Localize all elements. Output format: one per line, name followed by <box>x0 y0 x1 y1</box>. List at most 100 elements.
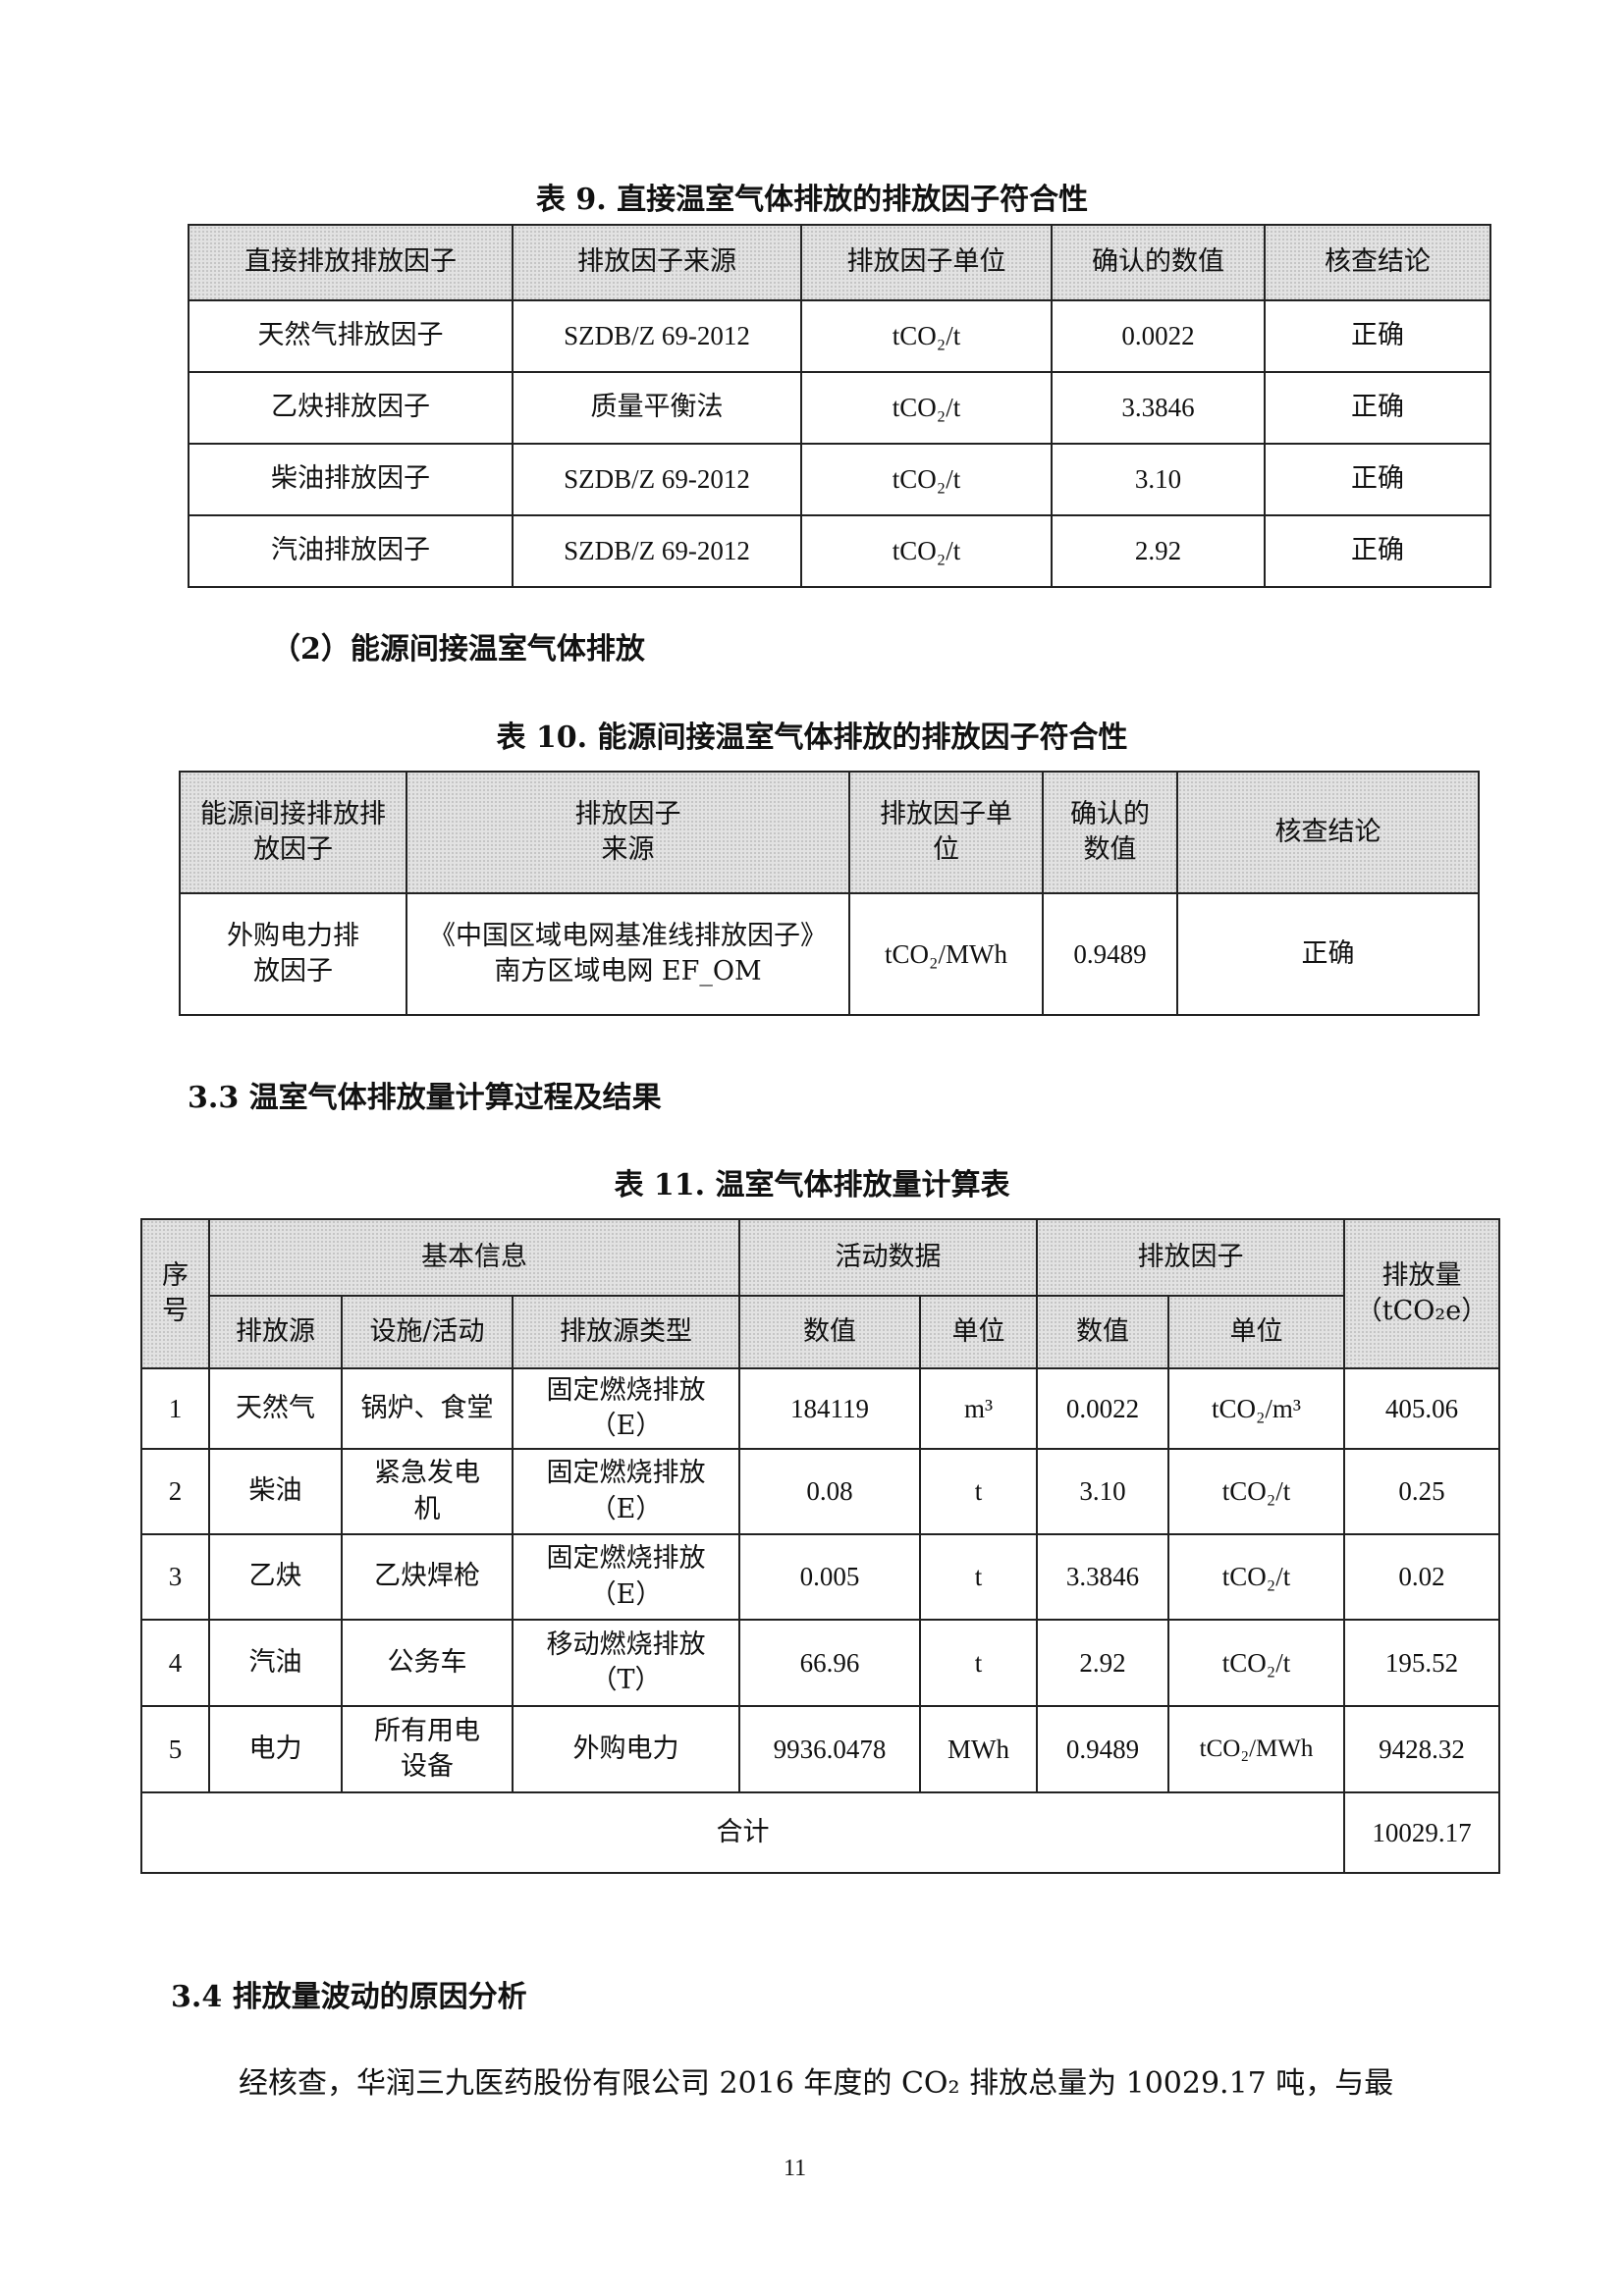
header-cell: 排放源类型 <box>511 1295 741 1369</box>
cell: t <box>919 1619 1039 1707</box>
table-row: 外购电力排放因子 《中国区域电网基准线排放因子》南方区域电网 EF_OM tCO… <box>179 892 1480 1016</box>
cell: 2 <box>140 1448 210 1535</box>
header-cell: 单位 <box>1167 1295 1346 1369</box>
cell: t <box>919 1448 1039 1535</box>
header-cell: 排放因子单位 <box>848 771 1044 894</box>
total-label: 合计 <box>139 1791 1346 1874</box>
table-total-row: 合计 10029.17 <box>139 1791 1501 1874</box>
cell: 乙炔焊枪 <box>341 1533 514 1621</box>
cell: 9936.0478 <box>738 1705 922 1793</box>
section-heading-2: （2）能源间接温室气体排放 <box>271 632 645 667</box>
cell: 正确 <box>1264 299 1491 373</box>
cell: 2.92 <box>1051 514 1266 588</box>
cell: 正确 <box>1264 371 1491 445</box>
cell: 4 <box>140 1619 210 1707</box>
table-row: 3 乙炔 乙炔焊枪 固定燃烧排放（E） 0.005 t 3.3846 tCO₂/t 0.02 <box>140 1533 1501 1621</box>
header-activity-data: 活动数据 <box>738 1218 1039 1297</box>
cell: 紧急发电机 <box>341 1448 514 1535</box>
table11-caption: 表 11. 温室气体排放量计算表 <box>614 1168 1010 1202</box>
cell: 3.10 <box>1036 1448 1170 1535</box>
cell: t <box>919 1533 1039 1621</box>
header-cell: 直接排放排放因子 <box>188 224 514 301</box>
cell: 0.0022 <box>1036 1367 1170 1450</box>
cell: tCO₂/t <box>800 443 1053 516</box>
total-value: 10029.17 <box>1343 1791 1501 1874</box>
page-number: 11 <box>784 2156 807 2181</box>
table-row: 柴油排放因子 SZDB/Z 69-2012 tCO₂/t 3.10 正确 <box>188 443 1491 516</box>
cell: 3.3846 <box>1051 371 1266 445</box>
header-emission: 排放量（tCO₂e） <box>1343 1218 1501 1369</box>
cell: 固定燃烧排放（E） <box>511 1533 741 1621</box>
cell: tCO₂/t <box>800 299 1053 373</box>
cell: tCO₂/m³ <box>1167 1367 1346 1450</box>
cell: SZDB/Z 69-2012 <box>512 443 802 516</box>
cell: 乙炔排放因子 <box>188 371 514 445</box>
table10-header-row: 能源间接排放排放因子 排放因子来源 排放因子单位 确认的数值 核查结论 <box>179 771 1480 894</box>
header-cell: 核查结论 <box>1176 771 1480 894</box>
cell: 3.3846 <box>1036 1533 1170 1621</box>
cell: 汽油排放因子 <box>188 514 514 588</box>
cell: 固定燃烧排放（E） <box>511 1448 741 1535</box>
header-cell: 数值 <box>1036 1295 1170 1369</box>
section-heading-3-4: 3.4 排放量波动的原因分析 <box>171 1980 527 2014</box>
cell: SZDB/Z 69-2012 <box>512 299 802 373</box>
header-cell: 确认的数值 <box>1051 224 1266 301</box>
cell: tCO₂/t <box>1167 1533 1346 1621</box>
cell: tCO₂/MWh <box>848 892 1044 1016</box>
header-cell: 确认的数值 <box>1042 771 1178 894</box>
table-row: 5 电力 所有用电设备 外购电力 9936.0478 MWh 0.9489 tCO₂/MWh 9… <box>140 1705 1501 1793</box>
table10: 能源间接排放排放因子 排放因子来源 排放因子单位 确认的数值 核查结论 外购电力… <box>179 771 1480 1016</box>
cell: tCO₂/MWh <box>1167 1705 1346 1793</box>
table9: 直接排放排放因子 排放因子来源 排放因子单位 确认的数值 核查结论 天然气排放因… <box>188 224 1491 588</box>
cell: 移动燃烧排放（T） <box>511 1619 741 1707</box>
cell: 0.02 <box>1343 1533 1501 1621</box>
cell: m³ <box>919 1367 1039 1450</box>
section-heading-3-3: 3.3 温室气体排放量计算过程及结果 <box>188 1081 662 1115</box>
cell: 公务车 <box>341 1619 514 1707</box>
header-emission-factor: 排放因子 <box>1036 1218 1346 1297</box>
cell: 9428.32 <box>1343 1705 1501 1793</box>
cell: 1 <box>140 1367 210 1450</box>
cell: 天然气排放因子 <box>188 299 514 373</box>
cell: 汽油 <box>208 1619 343 1707</box>
cell: 所有用电设备 <box>341 1705 514 1793</box>
cell: 外购电力 <box>511 1705 741 1793</box>
cell: 3 <box>140 1533 210 1621</box>
table10-caption: 表 10. 能源间接温室气体排放的排放因子符合性 <box>496 721 1128 755</box>
cell: 锅炉、食堂 <box>341 1367 514 1450</box>
table-row: 1 天然气 锅炉、食堂 固定燃烧排放（E） 184119 m³ 0.0022 tCO₂/m³ 4… <box>140 1367 1501 1450</box>
cell: 0.9489 <box>1042 892 1178 1016</box>
header-cell: 单位 <box>919 1295 1039 1369</box>
cell: tCO₂/t <box>1167 1448 1346 1535</box>
table-row: 汽油排放因子 SZDB/Z 69-2012 tCO₂/t 2.92 正确 <box>188 514 1491 588</box>
cell: 405.06 <box>1343 1367 1501 1450</box>
cell: 电力 <box>208 1705 343 1793</box>
cell: 0.08 <box>738 1448 922 1535</box>
header-cell: 排放源 <box>208 1295 343 1369</box>
cell: SZDB/Z 69-2012 <box>512 514 802 588</box>
header-cell: 设施/活动 <box>341 1295 514 1369</box>
cell: 外购电力排放因子 <box>179 892 407 1016</box>
cell: MWh <box>919 1705 1039 1793</box>
cell: 184119 <box>738 1367 922 1450</box>
body-paragraph: 经核查，华润三九医药股份有限公司 2016 年度的 CO₂ 排放总量为 1002… <box>239 2066 1394 2101</box>
header-cell: 排放因子来源 <box>512 224 802 301</box>
cell: 正确 <box>1264 514 1491 588</box>
cell: 正确 <box>1264 443 1491 516</box>
table-row: 乙炔排放因子 质量平衡法 tCO₂/t 3.3846 正确 <box>188 371 1491 445</box>
cell: tCO₂/t <box>800 514 1053 588</box>
cell: 0.25 <box>1343 1448 1501 1535</box>
cell: 0.0022 <box>1051 299 1266 373</box>
cell: 0.9489 <box>1036 1705 1170 1793</box>
cell: 2.92 <box>1036 1619 1170 1707</box>
cell: 5 <box>140 1705 210 1793</box>
header-cell: 能源间接排放排放因子 <box>179 771 407 894</box>
table11: 序号 基本信息 活动数据 排放因子 排放量（tCO₂e） 排放源 设施/活动 排… <box>139 1218 1501 1874</box>
cell: 质量平衡法 <box>512 371 802 445</box>
cell: tCO₂/t <box>800 371 1053 445</box>
table9-header-row: 直接排放排放因子 排放因子来源 排放因子单位 确认的数值 核查结论 <box>188 224 1491 301</box>
header-cell: 排放因子单位 <box>800 224 1053 301</box>
cell: 195.52 <box>1343 1619 1501 1707</box>
table9-caption: 表 9. 直接温室气体排放的排放因子符合性 <box>535 183 1089 217</box>
header-cell: 排放因子来源 <box>406 771 850 894</box>
